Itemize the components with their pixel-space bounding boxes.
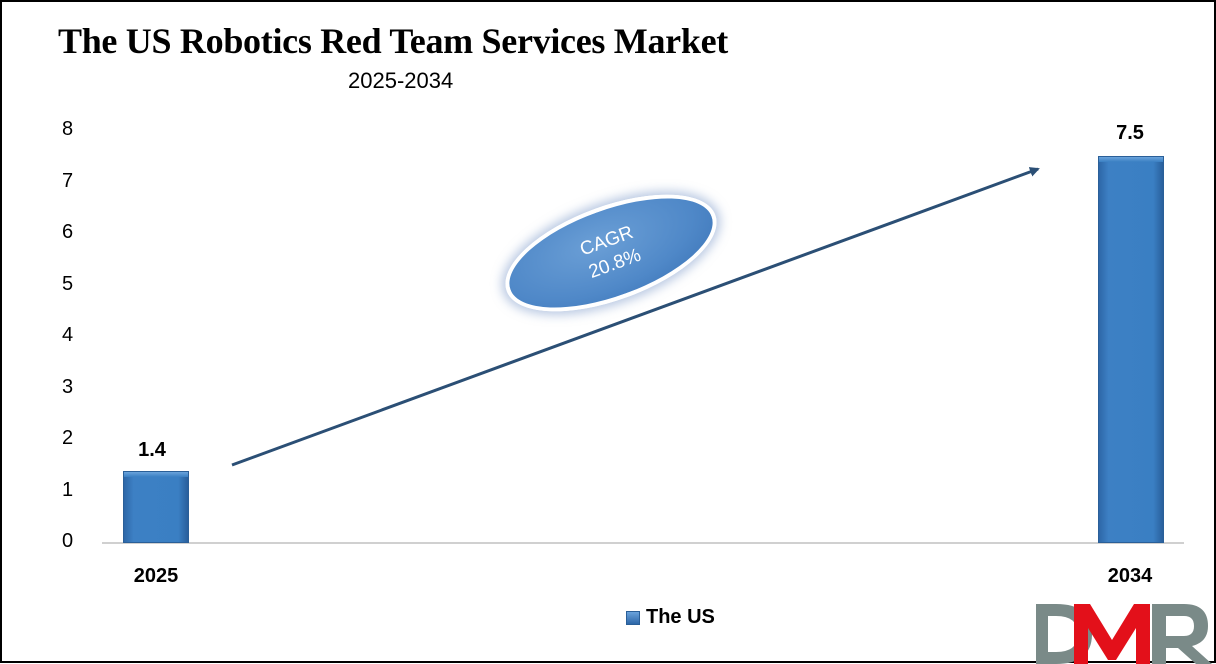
y-tick-label: 6 — [62, 221, 74, 243]
x-category-label: 2034 — [1107, 565, 1153, 587]
y-tick-label: 3 — [62, 376, 74, 398]
y-tick-label: 7 — [62, 170, 74, 192]
x-axis-line — [102, 542, 1184, 544]
legend-label: The US — [646, 606, 715, 628]
y-tick-label: 1 — [62, 479, 74, 501]
y-tick-label: 8 — [62, 118, 74, 140]
bar-value-label: 1.4 — [138, 439, 166, 461]
y-tick-label: 5 — [62, 273, 74, 295]
chart-subtitle: 2025-2034 — [348, 68, 454, 93]
chart-title: The US Robotics Red Team Services Market — [58, 21, 728, 61]
bar-2025 — [123, 471, 189, 543]
legend: The US — [626, 606, 715, 629]
bar-2034 — [1098, 156, 1164, 543]
x-category-label: 2025 — [133, 565, 179, 587]
dmr-logo-icon — [1036, 604, 1212, 664]
y-tick-label: 2 — [62, 427, 74, 449]
y-tick-label: 0 — [62, 530, 74, 552]
bar-value-label: 7.5 — [1116, 122, 1144, 144]
y-tick-label: 4 — [62, 324, 74, 346]
legend-swatch-icon — [626, 610, 640, 625]
